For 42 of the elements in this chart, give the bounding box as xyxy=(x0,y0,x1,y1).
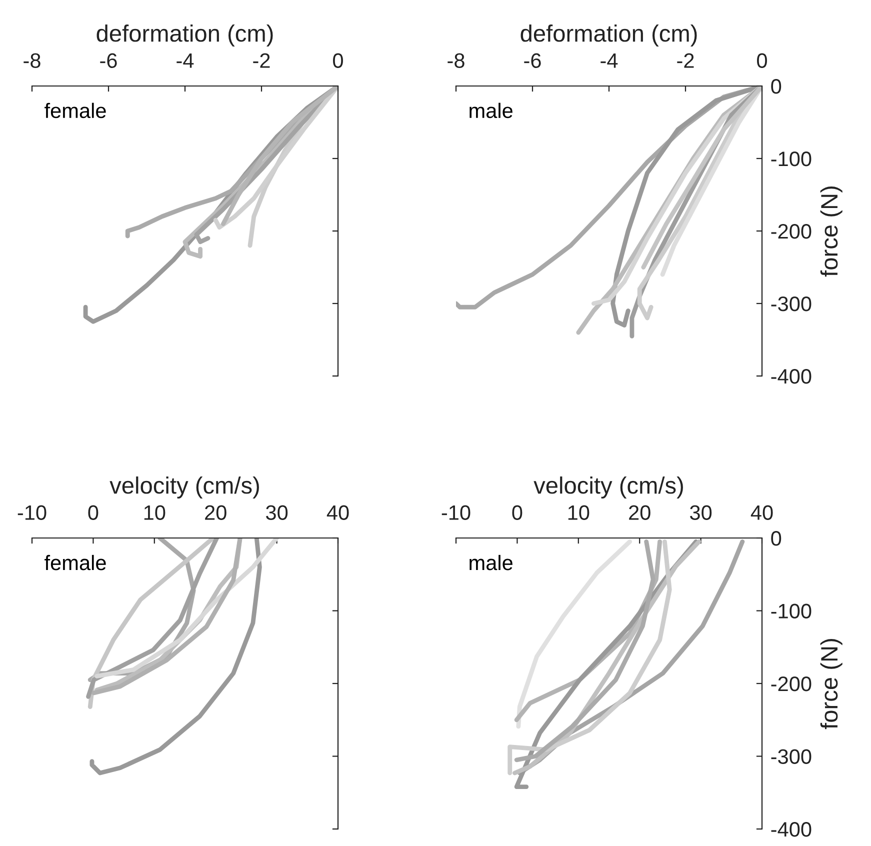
y-tick-label: -100 xyxy=(771,604,812,619)
y-tick-label: -300 xyxy=(771,749,812,764)
x-tick-label: 30 xyxy=(690,505,712,520)
x-tick-label: 10 xyxy=(568,505,590,520)
x-tick-label: 10 xyxy=(144,505,166,520)
x-axis-title: velocity (cm/s) xyxy=(534,476,683,498)
x-tick-label: 0 xyxy=(757,53,767,68)
x-axis-title: velocity (cm/s) xyxy=(110,476,259,498)
x-tick-label: -6 xyxy=(524,53,541,68)
y-tick-label: 0 xyxy=(771,531,782,546)
annotation: male xyxy=(470,554,512,570)
x-tick-label: 0 xyxy=(333,53,343,68)
x-tick-label: -2 xyxy=(253,53,270,68)
x-tick-label: 20 xyxy=(629,505,650,520)
x-tick-label: 0 xyxy=(512,505,522,520)
y-axis-title: force (N) xyxy=(820,186,842,277)
annotation: male xyxy=(470,102,512,118)
x-tick-label: 40 xyxy=(750,505,773,520)
x-tick-label: 40 xyxy=(326,505,349,520)
x-axis-title: deformation (cm) xyxy=(96,24,273,46)
annotation: female xyxy=(44,554,106,570)
x-tick-label: -4 xyxy=(176,53,194,68)
y-tick-label: -400 xyxy=(771,822,812,837)
x-axis-title: deformation (cm) xyxy=(520,24,697,46)
x-tick-label: -10 xyxy=(18,505,46,520)
y-tick-label: -300 xyxy=(771,296,812,312)
y-tick-label: 0 xyxy=(771,79,782,94)
x-tick-label: -8 xyxy=(24,53,40,68)
x-tick-label: 30 xyxy=(266,505,288,520)
x-tick-label: -8 xyxy=(448,53,464,68)
y-tick-label: -200 xyxy=(771,676,812,692)
y-tick-label: -100 xyxy=(771,152,812,166)
y-axis-title: force (N) xyxy=(820,639,842,730)
x-tick-label: 0 xyxy=(88,505,98,520)
x-tick-label: 20 xyxy=(205,505,226,520)
y-tick-label: -400 xyxy=(771,369,812,384)
annotation: female xyxy=(44,102,106,118)
x-tick-label: -2 xyxy=(677,53,694,68)
x-tick-label: -4 xyxy=(600,53,618,68)
x-tick-label: -6 xyxy=(100,53,117,68)
y-tick-label: -200 xyxy=(771,224,812,239)
x-tick-label: -10 xyxy=(442,505,470,520)
